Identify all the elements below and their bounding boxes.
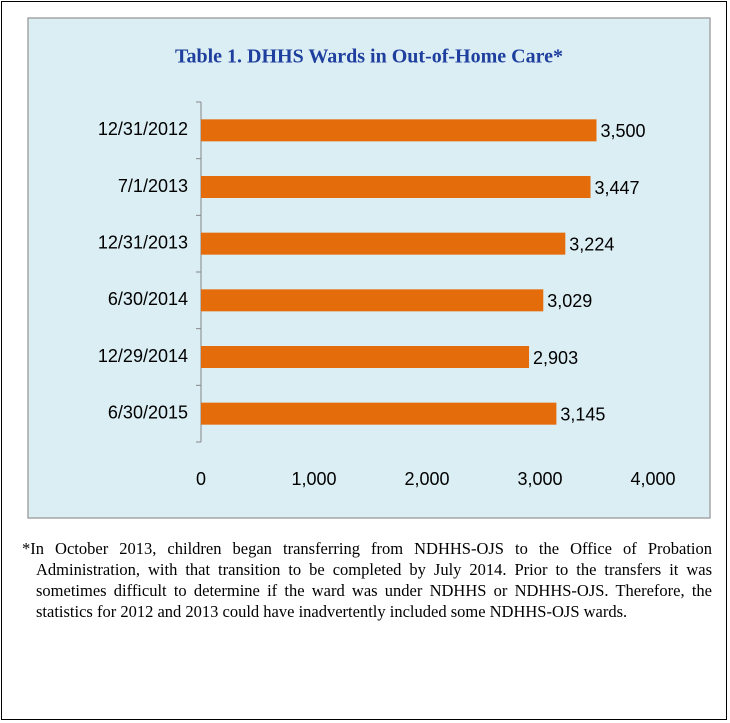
y-tick-label: 6/30/2015 xyxy=(108,402,188,422)
bar xyxy=(201,119,597,142)
value-label: 3,145 xyxy=(560,404,605,424)
bar xyxy=(201,232,566,255)
chart-panel xyxy=(27,17,711,519)
value-label: 3,447 xyxy=(595,178,640,198)
value-label: 3,500 xyxy=(601,121,646,141)
y-tick-label: 7/1/2013 xyxy=(118,176,188,196)
value-label: 3,224 xyxy=(569,234,614,254)
chart-title: Table 1. DHHS Wards in Out-of-Home Care* xyxy=(175,46,563,68)
y-tick-label: 12/29/2014 xyxy=(98,346,188,366)
bar xyxy=(201,346,530,368)
x-tick-label: 4,000 xyxy=(630,469,675,489)
bar xyxy=(201,402,557,425)
value-label: 3,029 xyxy=(547,291,592,311)
y-tick-label: 12/31/2013 xyxy=(98,232,188,252)
y-tick-label: 12/31/2012 xyxy=(98,119,188,139)
value-label: 2,903 xyxy=(533,348,578,368)
bar xyxy=(201,289,544,312)
x-tick-label: 1,000 xyxy=(291,469,336,489)
chart: Table 1. DHHS Wards in Out-of-Home Care*… xyxy=(27,17,711,519)
x-tick-label: 3,000 xyxy=(517,469,562,489)
footnote: *In October 2013, children began transfe… xyxy=(22,539,712,621)
y-tick-label: 6/30/2014 xyxy=(108,289,188,309)
bar xyxy=(201,176,591,198)
x-tick-label: 0 xyxy=(196,469,206,489)
x-tick-label: 2,000 xyxy=(404,469,449,489)
